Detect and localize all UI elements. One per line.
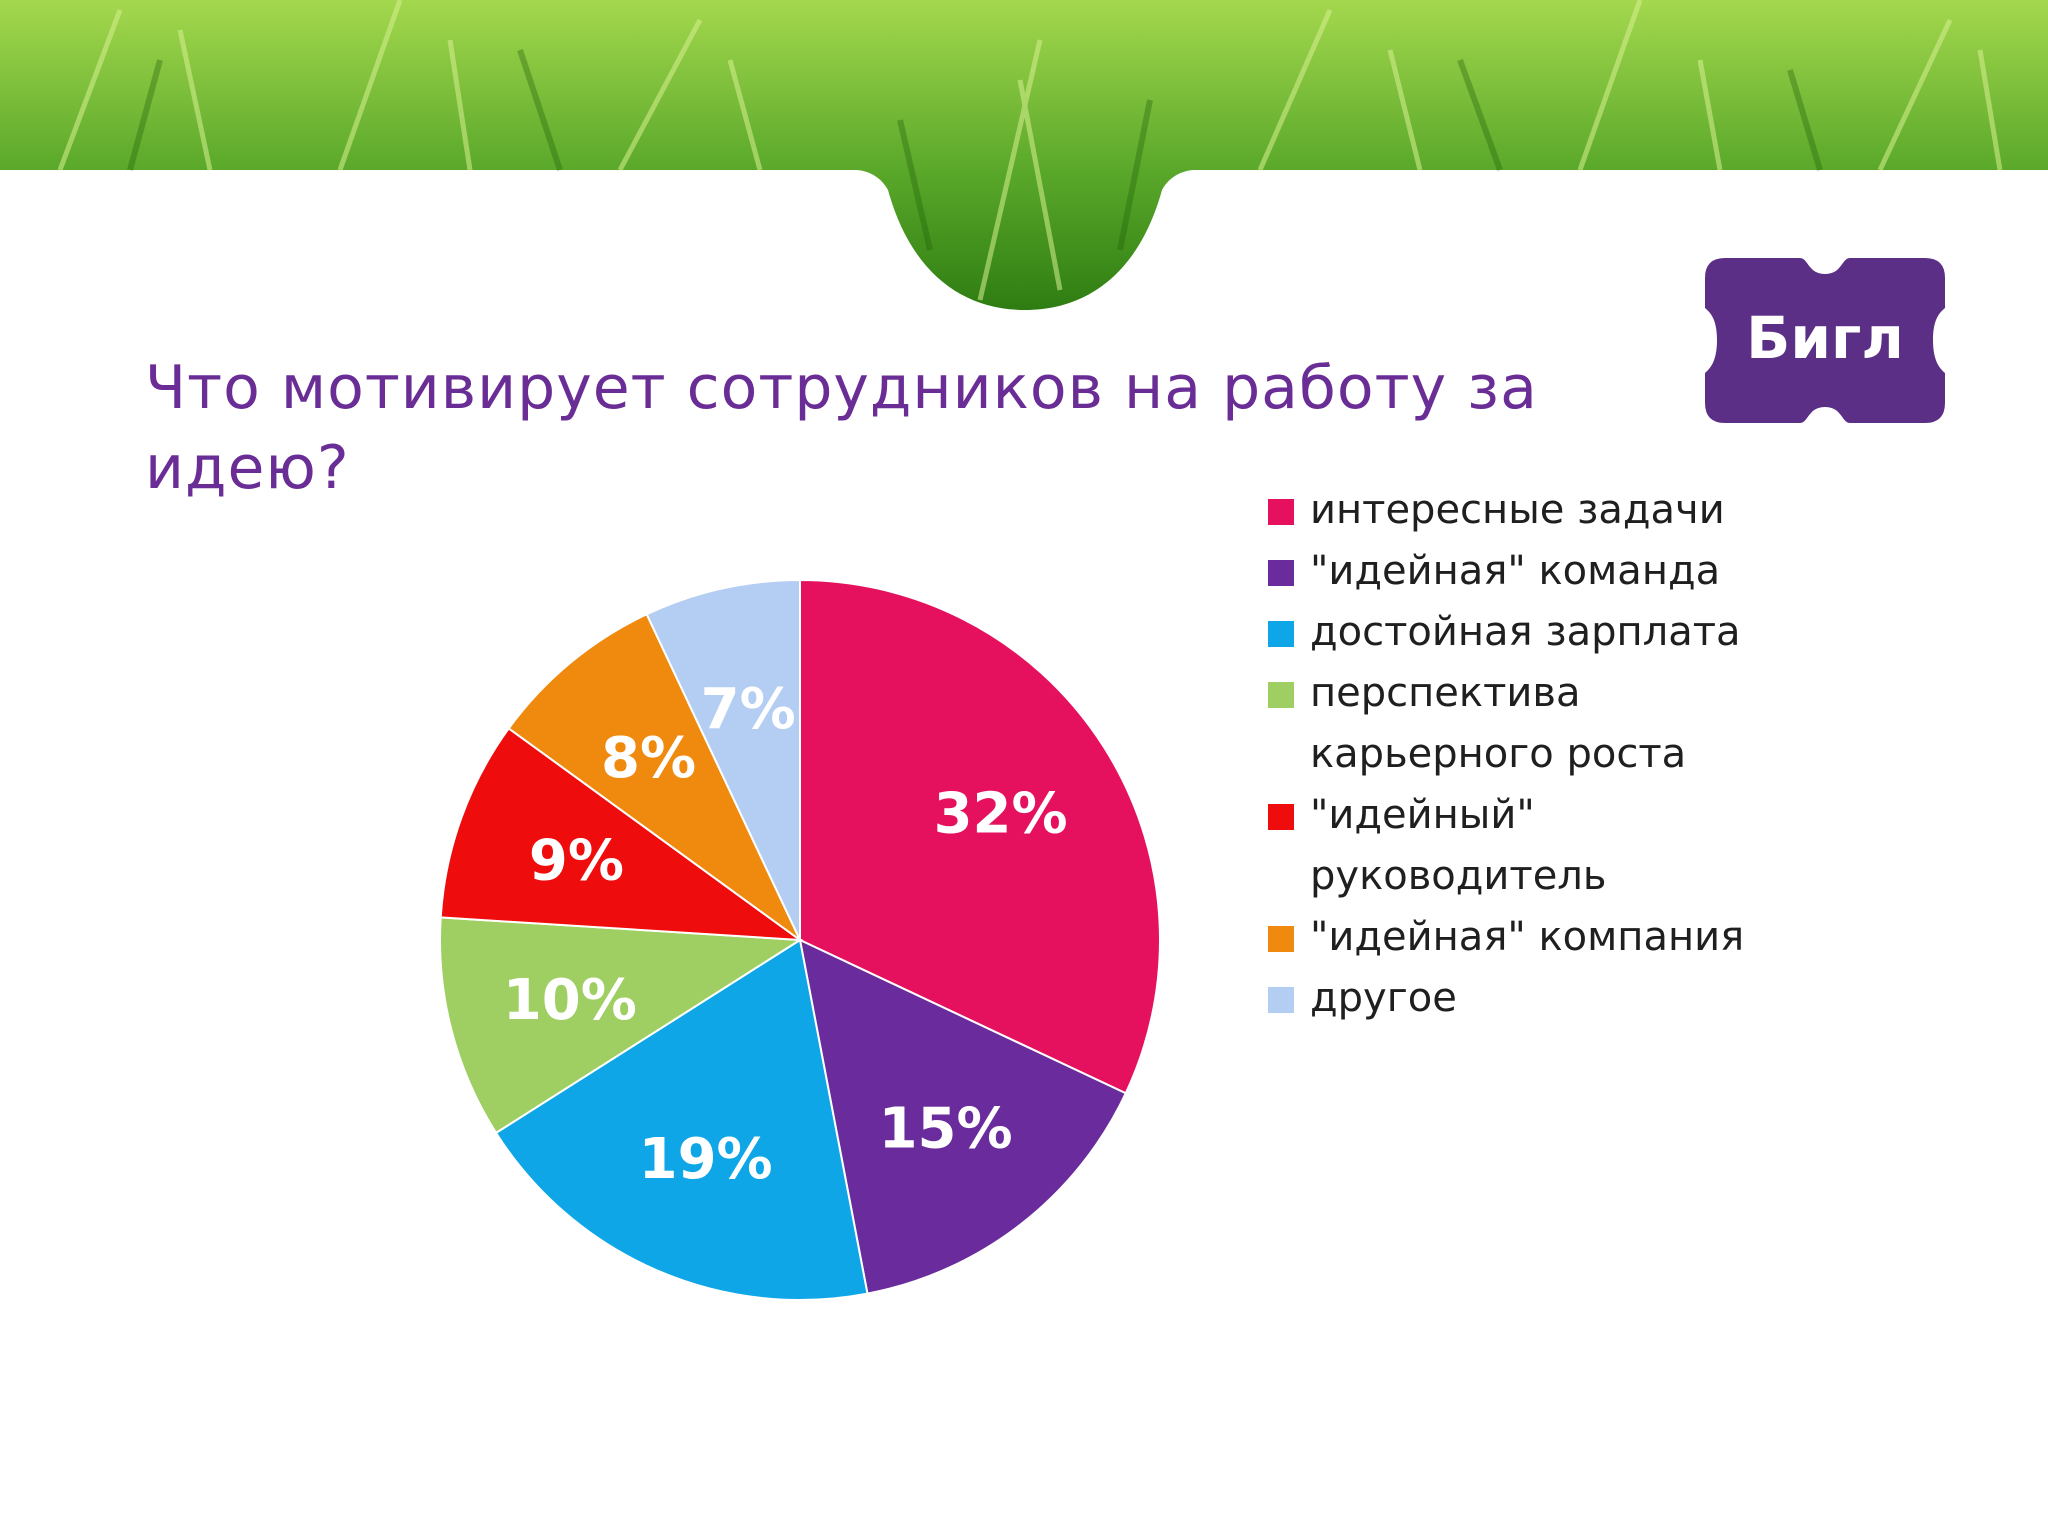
pie-data-label: 10% — [503, 968, 637, 1033]
logo-text: Бигл — [1746, 304, 1904, 372]
pie-data-label: 32% — [934, 782, 1068, 847]
legend-item: "идейная" команда — [1268, 541, 1788, 602]
legend-swatch — [1268, 682, 1294, 708]
pie-data-label: 15% — [879, 1097, 1013, 1162]
pie-slice — [799, 578, 1161, 1095]
pie-slice — [507, 612, 801, 941]
legend-swatch — [1268, 499, 1294, 525]
legend-label: другое — [1310, 975, 1457, 1021]
grass-header-banner — [0, 0, 2048, 310]
legend-item: другое — [1268, 968, 1788, 1029]
legend-label: перспектива карьерного роста — [1310, 670, 1687, 777]
legend-swatch — [1268, 926, 1294, 952]
slide-title: Что мотивирует сотрудников на работу за … — [145, 353, 1538, 503]
legend-label: интересные задачи — [1310, 487, 1725, 533]
pie-slice — [798, 938, 1128, 1295]
pie-data-label: 7% — [701, 677, 796, 742]
pie-slice — [439, 916, 804, 1135]
pie-data-label: 9% — [529, 829, 624, 894]
legend-swatch — [1268, 560, 1294, 586]
pie-slice — [494, 938, 869, 1301]
legend-item: перспектива карьерного роста — [1268, 663, 1788, 785]
pie-data-label: 8% — [601, 726, 696, 791]
legend-item: достойная зарплата — [1268, 602, 1788, 663]
legend-item: "идейный" руководитель — [1268, 785, 1788, 907]
legend-swatch — [1268, 987, 1294, 1013]
legend-label: "идейный" руководитель — [1310, 792, 1607, 899]
pie-slice — [439, 727, 804, 942]
legend-swatch — [1268, 621, 1294, 647]
legend-label: "идейная" команда — [1310, 548, 1721, 594]
legend-item: "идейная" компания — [1268, 907, 1788, 968]
pie-slice — [645, 578, 801, 941]
legend-swatch — [1268, 804, 1294, 830]
pie-data-label: 19% — [639, 1127, 773, 1192]
logo-puzzle-shape — [1705, 258, 1945, 423]
legend-item: интересные задачи — [1268, 480, 1788, 541]
chart-legend: интересные задачи "идейная" команда достой… — [1268, 480, 1788, 1029]
bigl-logo: Бигл — [1705, 258, 1945, 423]
pie-chart: 32% 15% 19% 10% 9% 8%7% — [439, 578, 1161, 1301]
legend-label: достойная зарплата — [1310, 609, 1741, 655]
legend-label: "идейная" компания — [1310, 914, 1745, 960]
